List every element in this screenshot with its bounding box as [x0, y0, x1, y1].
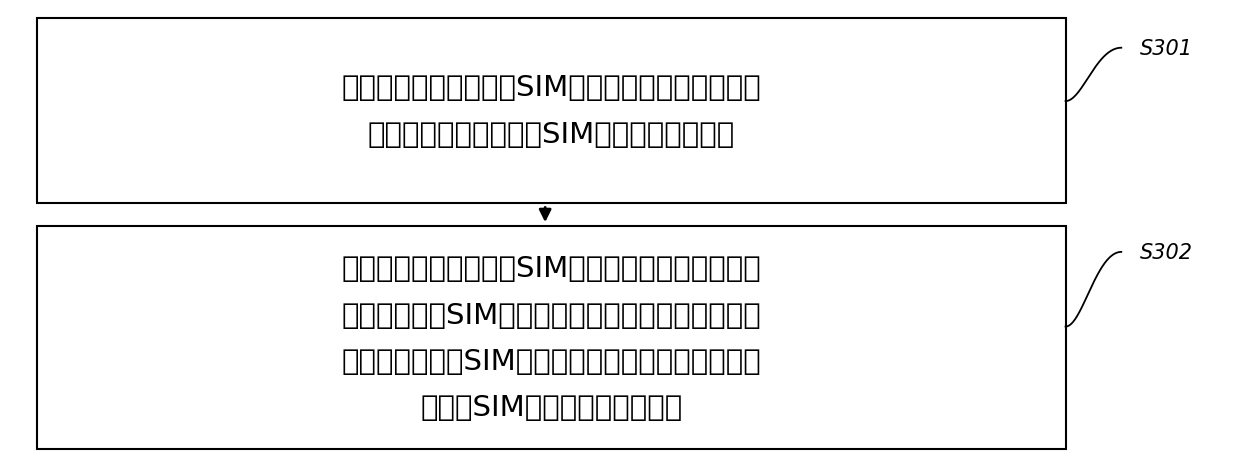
Text: 对所述预设副卡槽内的SIM卡进行网络去附着: 对所述预设副卡槽内的SIM卡进行网络去附着: [368, 120, 735, 148]
Text: 槽内的SIM卡进行二次网络附着: 槽内的SIM卡进行二次网络附着: [420, 394, 683, 421]
FancyBboxPatch shape: [37, 227, 1066, 449]
Text: S302: S302: [1140, 242, 1193, 263]
Text: S301: S301: [1140, 38, 1193, 59]
FancyBboxPatch shape: [37, 19, 1066, 204]
Text: 对所述预设主卡槽内的SIM卡进行网络去附着，以及: 对所述预设主卡槽内的SIM卡进行网络去附着，以及: [342, 74, 761, 102]
Text: 将所述预设主卡槽内的SIM卡设置为主卡，对所述预: 将所述预设主卡槽内的SIM卡设置为主卡，对所述预: [342, 255, 761, 282]
Text: 设主卡槽内的SIM卡进行二次网络附着；以及将所述: 设主卡槽内的SIM卡进行二次网络附着；以及将所述: [342, 301, 761, 329]
Text: 预设副卡槽内的SIM卡设置为副卡，对所述预设副卡: 预设副卡槽内的SIM卡设置为副卡，对所述预设副卡: [342, 347, 761, 375]
